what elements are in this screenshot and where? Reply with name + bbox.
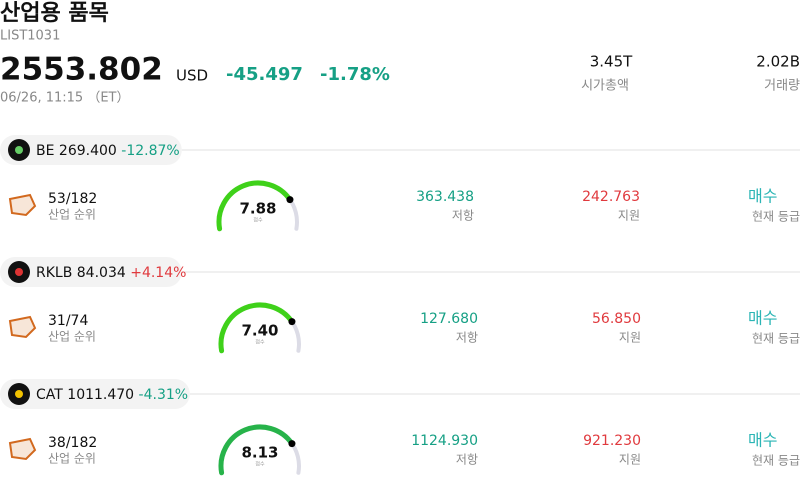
- support-label: 지원: [619, 453, 641, 467]
- rating-label: 현재 등급: [752, 332, 800, 346]
- ticker-change: -4.31%: [139, 387, 189, 403]
- index-code: LIST1031: [0, 29, 60, 44]
- stat-label: 거래량: [764, 79, 800, 94]
- score: 7.88: [239, 200, 276, 218]
- currency: USD: [176, 67, 208, 85]
- rank-icon: [8, 437, 37, 461]
- rank-label: 산업 순위: [48, 452, 96, 466]
- title: 산업용 품목: [0, 1, 109, 26]
- rating: 매수: [748, 309, 777, 328]
- ticker-symbol: CAT: [36, 387, 63, 403]
- resistance-label: 저항: [456, 331, 478, 345]
- ticker-pill: [0, 379, 190, 409]
- gauge-dot: [288, 318, 296, 326]
- ticker-logo-mark: [15, 268, 23, 276]
- rating-label: 현재 등급: [752, 454, 800, 468]
- ticker-price: 269.400: [59, 143, 117, 159]
- score: 8.13: [241, 444, 278, 462]
- ticker-info: BE 269.400 -12.87%: [36, 143, 180, 159]
- stat-value: 3.45T: [590, 53, 633, 71]
- ticker-symbol: RKLB: [36, 265, 72, 281]
- ticker-info: RKLB 84.034 +4.14%: [36, 265, 186, 281]
- support-label: 지원: [618, 209, 640, 223]
- gauge-fill: [216, 180, 293, 232]
- resistance: 1124.930: [411, 433, 478, 449]
- rank-icon: [8, 315, 37, 339]
- ticker-price: 84.034: [77, 265, 126, 281]
- ticker-logo-mark: [15, 146, 23, 154]
- score-label: 점수: [255, 461, 265, 468]
- stat-value: 2.02B: [756, 53, 800, 71]
- stat-label: 시가총액: [581, 79, 629, 94]
- gauge-fill: [218, 424, 295, 476]
- ticker-info: CAT 1011.470 -4.31%: [36, 387, 188, 403]
- gauge-fill: [218, 302, 295, 354]
- gauge-dot: [286, 196, 294, 204]
- resistance-label: 저항: [456, 453, 478, 467]
- ticker-change: -12.87%: [121, 143, 179, 159]
- score-label: 점수: [255, 339, 265, 346]
- ticker-price: 1011.470: [67, 387, 134, 403]
- gauge-dot: [288, 440, 296, 448]
- rank-label: 산업 순위: [48, 330, 96, 344]
- rating-label: 현재 등급: [752, 210, 800, 224]
- ticker-change: +4.14%: [130, 265, 186, 281]
- resistance: 363.438: [416, 189, 474, 205]
- ticker-pill: [0, 135, 182, 165]
- timestamp: 06/26, 11:15 （ET）: [0, 91, 129, 106]
- support: 56.850: [592, 311, 641, 327]
- price-change: -45.497: [226, 64, 303, 85]
- resistance-label: 저항: [452, 209, 474, 223]
- price-change-pct: -1.78%: [320, 64, 390, 85]
- ticker-symbol: BE: [36, 143, 54, 159]
- rank-label: 산업 순위: [48, 208, 96, 222]
- support: 242.763: [582, 189, 640, 205]
- score-label: 점수: [253, 217, 263, 224]
- support: 921.230: [583, 433, 641, 449]
- index-price: 2553.802: [0, 52, 163, 88]
- rank: 31/74: [48, 313, 88, 329]
- support-label: 지원: [619, 331, 641, 345]
- rank: 38/182: [48, 435, 97, 451]
- resistance: 127.680: [420, 311, 478, 327]
- rating: 매수: [748, 431, 777, 450]
- rating: 매수: [748, 187, 777, 206]
- ticker-pill: [0, 257, 182, 287]
- ticker-logo-mark: [15, 390, 23, 398]
- score: 7.40: [241, 322, 278, 340]
- rank-icon: [8, 193, 37, 217]
- rank: 53/182: [48, 191, 97, 207]
